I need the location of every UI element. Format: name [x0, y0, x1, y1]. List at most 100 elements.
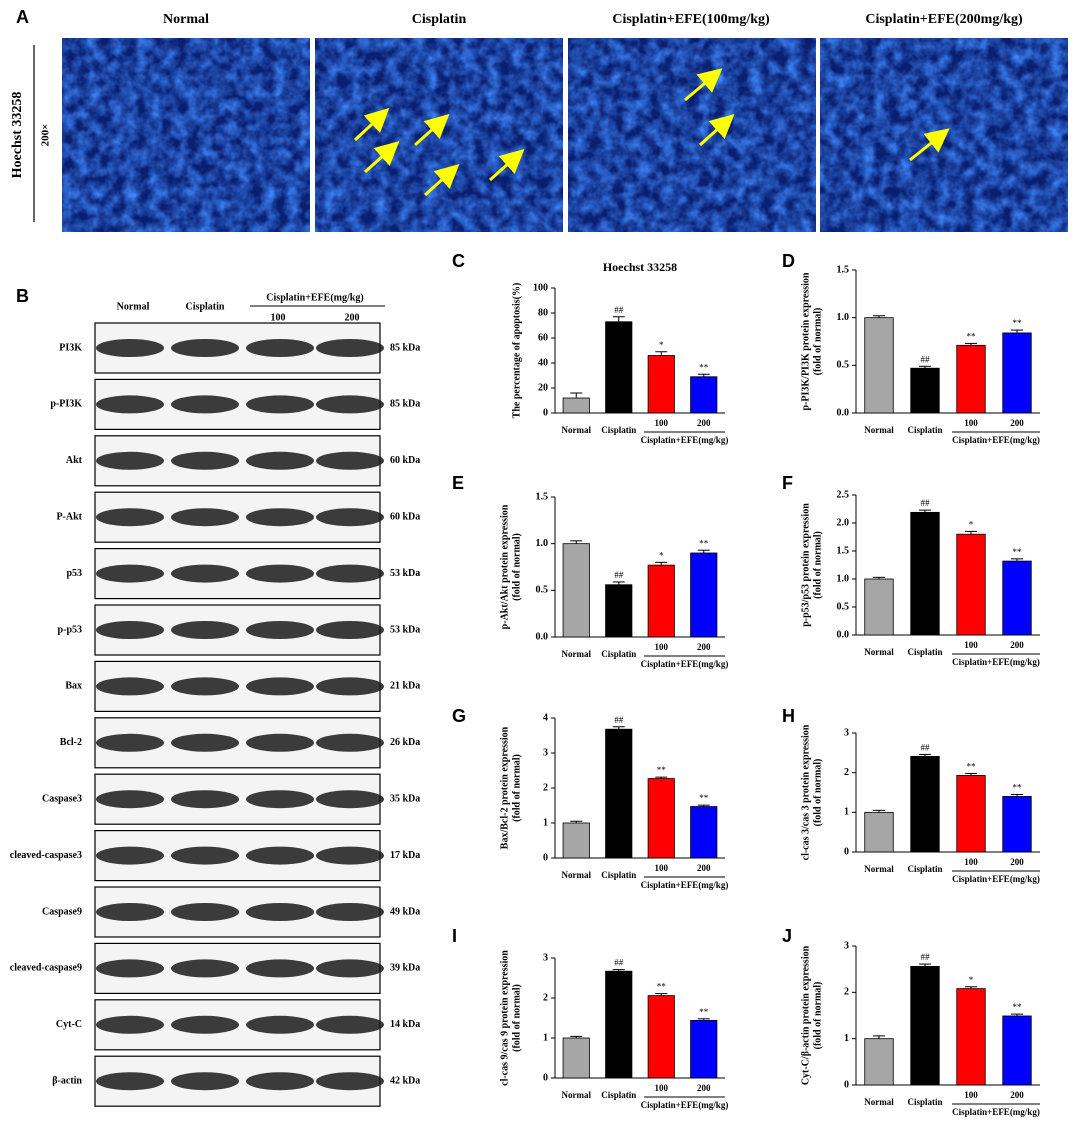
- blot-band: [96, 1015, 164, 1034]
- panel-label: J: [782, 926, 792, 946]
- micrograph-texture: [315, 38, 563, 232]
- x-tick-label: 100: [655, 642, 669, 652]
- blot-band: [96, 846, 164, 865]
- blot-band: [246, 733, 314, 752]
- bar: [864, 317, 894, 414]
- bar: [690, 1020, 718, 1079]
- significance: ##: [921, 952, 931, 962]
- x-tick-label: 100: [964, 857, 978, 867]
- y-tick-label: 3: [543, 952, 548, 963]
- column-title: Cisplatin+EFE(100mg/kg): [612, 12, 770, 27]
- column-title: Normal: [163, 12, 209, 27]
- protein-label: Cyt-C: [56, 1019, 82, 1030]
- x-tick-label: 100: [964, 640, 978, 650]
- arrow: [353, 107, 390, 142]
- arrow: [684, 68, 723, 102]
- x-tick-label: 100: [655, 863, 669, 873]
- group-label: Cisplatin+EFE(mg/kg): [952, 1107, 1040, 1117]
- blot-band: [316, 733, 384, 752]
- column-title: Cisplatin: [412, 12, 467, 27]
- x-tick-label: 100: [964, 1090, 978, 1100]
- y-tick-label: 1: [844, 807, 849, 818]
- x-tick-label: Normal: [562, 870, 592, 880]
- protein-size: 42 kDa: [390, 1075, 420, 1086]
- y-axis-label: Cyt-C/β-actin protein expression: [800, 945, 811, 1085]
- x-tick-label: 200: [1010, 857, 1024, 867]
- y-tick-label: 2.5: [837, 489, 850, 500]
- blot-band: [316, 508, 384, 527]
- protein-label: Bax: [65, 681, 82, 692]
- row-label: Hoechst 33258: [10, 92, 25, 179]
- group-label: Cisplatin+EFE(mg/kg): [641, 435, 729, 445]
- y-axis-label: p-Akt/Akt protein expression: [499, 504, 510, 629]
- protein-size: 39 kDa: [390, 963, 420, 974]
- arrow: [423, 163, 460, 197]
- blot-band: [171, 508, 239, 527]
- y-tick-label: 0.0: [536, 631, 549, 642]
- y-tick-label: 4: [543, 712, 548, 723]
- y-axis-label: Bax/Bcl-2 protein expression: [499, 726, 510, 849]
- y-tick-label: 0: [543, 407, 548, 418]
- blot-band: [316, 846, 384, 865]
- blot-band: [171, 451, 239, 470]
- blot-band: [96, 564, 164, 583]
- x-tick-label: Normal: [562, 649, 592, 659]
- arrow: [413, 113, 450, 147]
- blot-band: [246, 621, 314, 639]
- significance: *: [969, 519, 974, 529]
- y-tick-label: 0.0: [837, 629, 850, 640]
- protein-label: Bcl-2: [60, 737, 82, 748]
- blot-band: [96, 621, 164, 639]
- x-tick-label: 200: [697, 418, 711, 428]
- x-tick-label: 200: [697, 642, 711, 652]
- blot-band: [246, 846, 314, 865]
- protein-size: 14 kDa: [390, 1019, 420, 1030]
- significance: **: [699, 793, 709, 803]
- bar: [864, 578, 894, 636]
- significance: ##: [614, 305, 624, 315]
- bar: [864, 1038, 894, 1086]
- x-tick-label: 200: [697, 863, 711, 873]
- blot-band: [246, 1072, 314, 1091]
- blot-band: [246, 564, 314, 583]
- bar: [956, 775, 986, 853]
- lane-label: Cisplatin: [186, 301, 225, 312]
- significance: **: [699, 1007, 709, 1017]
- y-tick-label: 0: [543, 1072, 548, 1083]
- arrow: [488, 148, 525, 182]
- blot-band: [316, 790, 384, 809]
- significance: **: [657, 982, 667, 992]
- y-tick-label: 2: [543, 992, 548, 1003]
- protein-label: p-PI3K: [50, 399, 82, 410]
- panel-label: I: [452, 926, 457, 946]
- protein-size: 35 kDa: [390, 793, 420, 804]
- protein-size: 85 kDa: [390, 399, 420, 410]
- panel-label: E: [452, 473, 464, 493]
- protein-size: 26 kDa: [390, 737, 420, 748]
- y-axis-label: cl-cas 9/cas 9 protein expression: [499, 950, 510, 1086]
- blot-band: [96, 508, 164, 527]
- x-tick-label: 200: [1010, 418, 1024, 428]
- protein-size: 53 kDa: [390, 624, 420, 635]
- y-tick-label: 1.5: [837, 264, 850, 275]
- bar: [647, 778, 675, 859]
- bar: [562, 397, 590, 414]
- protein-label: PI3K: [59, 342, 82, 353]
- arrow: [363, 140, 400, 174]
- protein-size: 85 kDa: [390, 342, 420, 353]
- panel-label: A: [16, 7, 29, 27]
- bar: [562, 1037, 590, 1079]
- protein-size: 17 kDa: [390, 850, 420, 861]
- bar: [562, 543, 590, 638]
- significance: **: [1013, 783, 1023, 793]
- y-tick-label: 1.0: [837, 312, 850, 323]
- y-axis-label: The percentage of apoptosis(%): [511, 283, 522, 419]
- y-tick-label: 100: [533, 282, 548, 293]
- blot-band: [96, 959, 164, 978]
- blot-band: [96, 790, 164, 809]
- y-axis-label: (fold of normal): [511, 984, 522, 1052]
- bar: [910, 367, 940, 414]
- protein-size: 60 kDa: [390, 511, 420, 522]
- y-tick-label: 20: [538, 382, 548, 393]
- bar: [1002, 796, 1032, 853]
